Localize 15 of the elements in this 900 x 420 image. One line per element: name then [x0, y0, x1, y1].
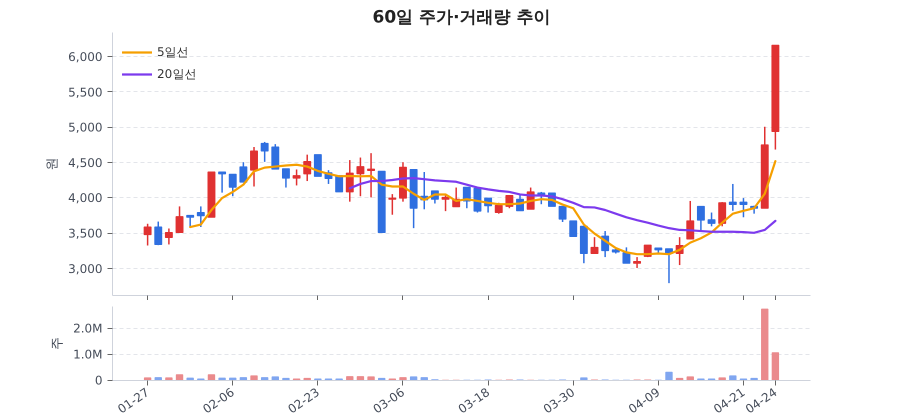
y-tick-label: 4,500 [68, 156, 103, 170]
legend-label: 5일선 [157, 44, 189, 60]
y-tick-label: 4,000 [68, 191, 103, 206]
y-tick-label: 2.0M [73, 322, 102, 336]
y-tick-label: 5,000 [68, 120, 103, 135]
y-tick-label: 5,500 [68, 85, 103, 100]
legend-label: 20일선 [157, 66, 196, 82]
y-tick-label: 1.0M [73, 348, 102, 362]
y-axis-title: 원 [45, 158, 60, 170]
chart-title: 60일 주가·거래량 추이 [372, 8, 550, 28]
y-axis-title: 주 [50, 337, 66, 350]
y-tick-label: 3,000 [68, 262, 103, 276]
y-tick-label: 0 [94, 374, 103, 388]
y-tick-label: 3,500 [68, 226, 103, 241]
y-tick-label: 6,000 [68, 50, 103, 64]
